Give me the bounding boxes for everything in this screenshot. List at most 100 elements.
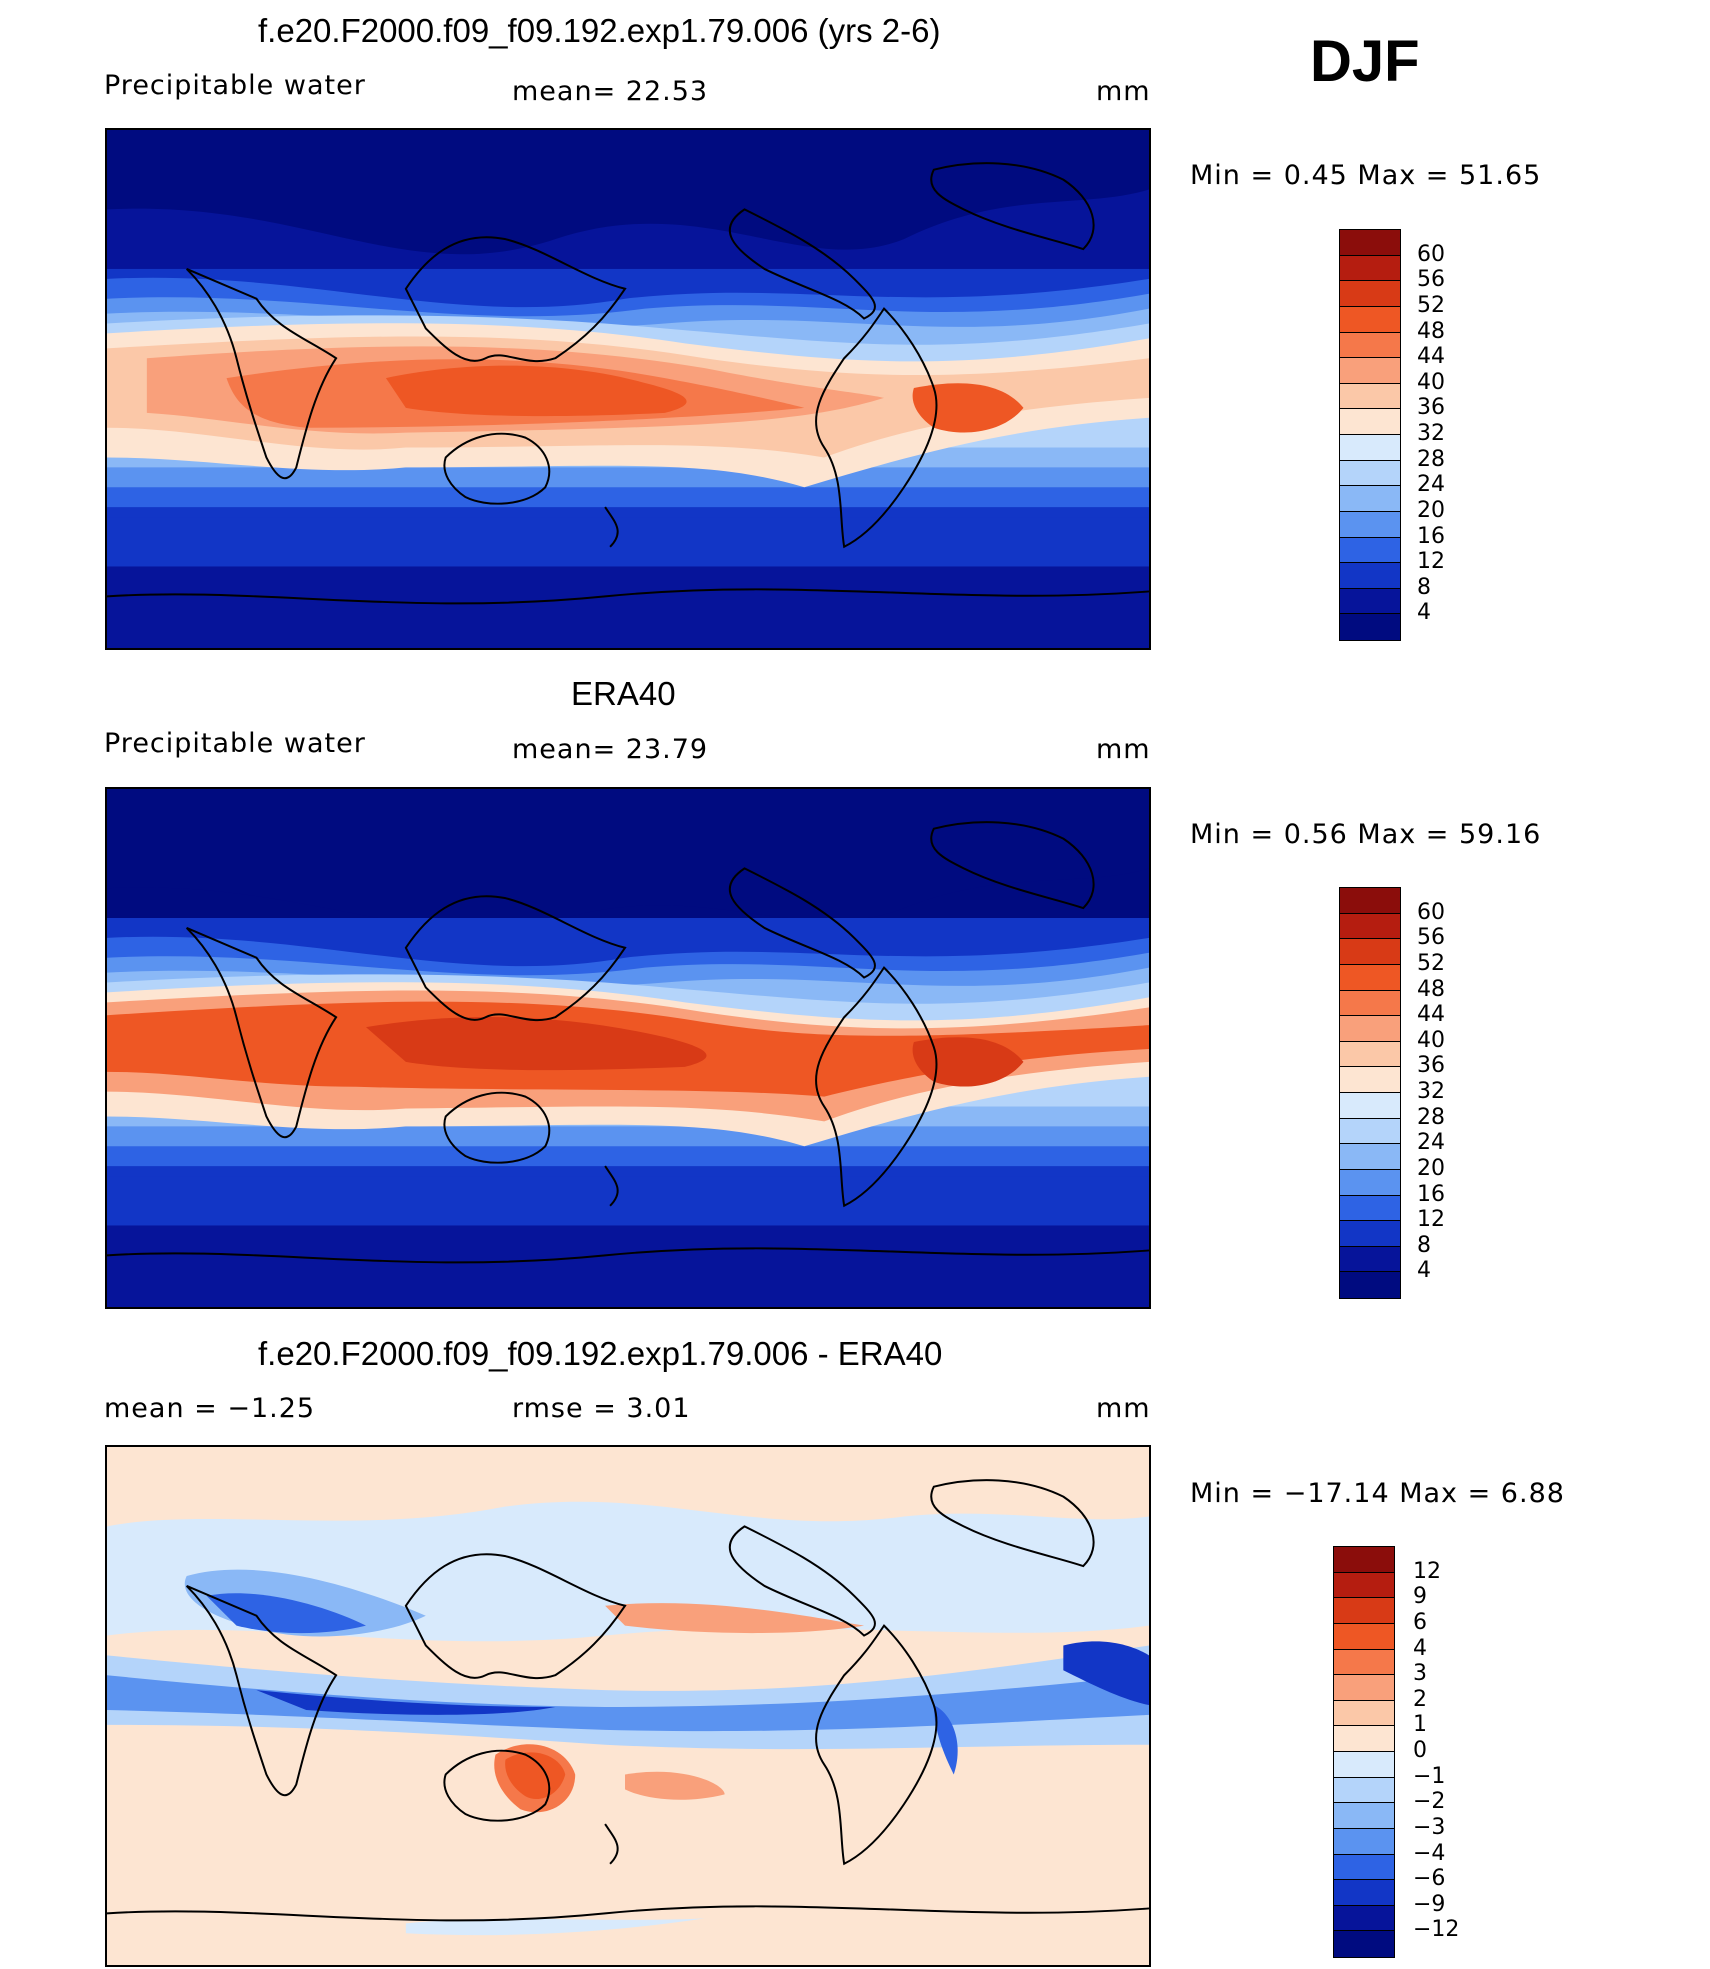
panel2-colorbar-swatches <box>1340 888 1400 1298</box>
colorbar-tick-label: 4 <box>1417 1258 1431 1284</box>
panel1-title: f.e20.F2000.f09_f09.192.exp1.79.006 (yrs… <box>258 12 941 49</box>
colorbar-swatch <box>1340 486 1400 512</box>
colorbar-swatch <box>1340 588 1400 615</box>
panel2-units: mm <box>1096 734 1151 765</box>
colorbar-swatch <box>1340 990 1400 1017</box>
colorbar-tick-label: −6 <box>1413 1866 1446 1892</box>
colorbar-tick-label: 56 <box>1417 267 1445 293</box>
colorbar-swatch <box>1340 306 1400 333</box>
colorbar-tick-label: 2 <box>1413 1686 1427 1712</box>
panel3-title: f.e20.F2000.f09_f09.192.exp1.79.006 - ER… <box>258 1335 943 1372</box>
colorbar-swatch <box>1340 1118 1400 1145</box>
panel2-colorbar <box>1339 887 1401 1299</box>
colorbar-tick-label: 40 <box>1417 1027 1445 1053</box>
colorbar-swatch <box>1334 1649 1394 1676</box>
panel3-colorbar-swatches <box>1334 1547 1394 1957</box>
colorbar-tick-label: 0 <box>1413 1738 1427 1763</box>
panel3-map <box>105 1445 1151 1967</box>
colorbar-swatch <box>1334 1547 1394 1573</box>
colorbar-tick-label: 36 <box>1417 1053 1445 1079</box>
colorbar-tick-label: 16 <box>1417 523 1445 549</box>
colorbar-swatch <box>1340 913 1400 940</box>
panel3-min-max: Min = −17.14 Max = 6.88 <box>1190 1478 1565 1509</box>
colorbar-tick-label: 12 <box>1413 1558 1441 1584</box>
panel2-variable-label: Precipitable water <box>104 728 366 759</box>
colorbar-tick-label: 32 <box>1417 1079 1445 1104</box>
colorbar-swatch <box>1340 1221 1400 1247</box>
colorbar-swatch <box>1334 1854 1394 1881</box>
colorbar-swatch <box>1340 255 1400 282</box>
colorbar-swatch <box>1334 1752 1394 1778</box>
colorbar-swatch <box>1340 332 1400 359</box>
colorbar-tick-label: 6 <box>1413 1609 1427 1635</box>
colorbar-swatch <box>1340 1041 1400 1068</box>
colorbar-tick-label: 4 <box>1413 1635 1427 1661</box>
colorbar-swatch <box>1334 1803 1394 1829</box>
panel1-map <box>105 128 1151 650</box>
colorbar-tick-label: 20 <box>1417 1155 1445 1181</box>
colorbar-swatch <box>1340 1093 1400 1119</box>
colorbar-swatch <box>1340 1195 1400 1222</box>
colorbar-swatch <box>1340 358 1400 384</box>
panel3-rmse-label: rmse = 3.01 <box>512 1393 691 1424</box>
colorbar-swatch <box>1340 460 1400 487</box>
colorbar-swatch <box>1334 1828 1394 1855</box>
colorbar-swatch <box>1340 1067 1400 1093</box>
panel1-mean-label: mean= 22.53 <box>512 76 709 107</box>
colorbar-tick-label: 3 <box>1413 1661 1427 1687</box>
colorbar-swatch <box>1334 1880 1394 1906</box>
colorbar-swatch <box>1340 964 1400 991</box>
colorbar-tick-label: 48 <box>1417 318 1445 344</box>
colorbar-swatch <box>1334 1572 1394 1599</box>
colorbar-swatch <box>1340 1144 1400 1170</box>
colorbar-tick-label: 52 <box>1417 292 1445 318</box>
colorbar-tick-label: 1 <box>1413 1712 1427 1738</box>
colorbar-tick-label: 60 <box>1417 241 1445 267</box>
colorbar-swatch <box>1340 511 1400 538</box>
colorbar-swatch <box>1334 1623 1394 1650</box>
colorbar-tick-label: 28 <box>1417 1104 1445 1130</box>
colorbar-tick-label: 4 <box>1417 600 1431 626</box>
colorbar-swatch <box>1340 409 1400 435</box>
colorbar-swatch <box>1340 1169 1400 1196</box>
colorbar-tick-label: −9 <box>1413 1891 1446 1917</box>
colorbar-tick-label: 32 <box>1417 421 1445 446</box>
panel2-mean-label: mean= 23.79 <box>512 734 709 765</box>
panel1-min-max: Min = 0.45 Max = 51.65 <box>1190 160 1542 191</box>
colorbar-tick-label: −12 <box>1413 1917 1460 1943</box>
colorbar-swatch <box>1334 1905 1394 1932</box>
colorbar-swatch <box>1334 1700 1394 1727</box>
colorbar-swatch <box>1340 939 1400 965</box>
panel2-title: ERA40 <box>571 675 676 712</box>
colorbar-tick-label: 44 <box>1417 344 1445 370</box>
colorbar-tick-label: 24 <box>1417 472 1445 498</box>
colorbar-swatch <box>1340 537 1400 564</box>
colorbar-swatch <box>1340 281 1400 307</box>
colorbar-tick-label: −1 <box>1413 1763 1446 1789</box>
colorbar-swatch <box>1334 1777 1394 1804</box>
colorbar-tick-label: 12 <box>1417 1207 1445 1233</box>
colorbar-tick-label: 44 <box>1417 1002 1445 1028</box>
colorbar-swatch <box>1334 1598 1394 1624</box>
colorbar-swatch <box>1340 435 1400 461</box>
colorbar-tick-label: 48 <box>1417 976 1445 1002</box>
colorbar-swatch <box>1340 230 1400 256</box>
colorbar-swatch <box>1340 1246 1400 1273</box>
colorbar-swatch <box>1340 1272 1400 1298</box>
panel1-colorbar <box>1339 229 1401 641</box>
season-label: DJF <box>1310 29 1420 94</box>
panel2-min-max: Min = 0.56 Max = 59.16 <box>1190 819 1542 850</box>
panel3-units: mm <box>1096 1393 1151 1424</box>
colorbar-tick-label: 24 <box>1417 1130 1445 1156</box>
panel3-colorbar <box>1333 1546 1395 1958</box>
panel1-units: mm <box>1096 76 1151 107</box>
colorbar-tick-label: −2 <box>1413 1789 1446 1815</box>
colorbar-tick-label: 16 <box>1417 1181 1445 1207</box>
colorbar-swatch <box>1340 614 1400 640</box>
colorbar-swatch <box>1340 1016 1400 1042</box>
colorbar-tick-label: 52 <box>1417 950 1445 976</box>
colorbar-tick-label: −3 <box>1413 1814 1446 1840</box>
panel1-variable-label: Precipitable water <box>104 70 366 101</box>
colorbar-tick-label: 28 <box>1417 446 1445 472</box>
colorbar-swatch <box>1334 1726 1394 1752</box>
